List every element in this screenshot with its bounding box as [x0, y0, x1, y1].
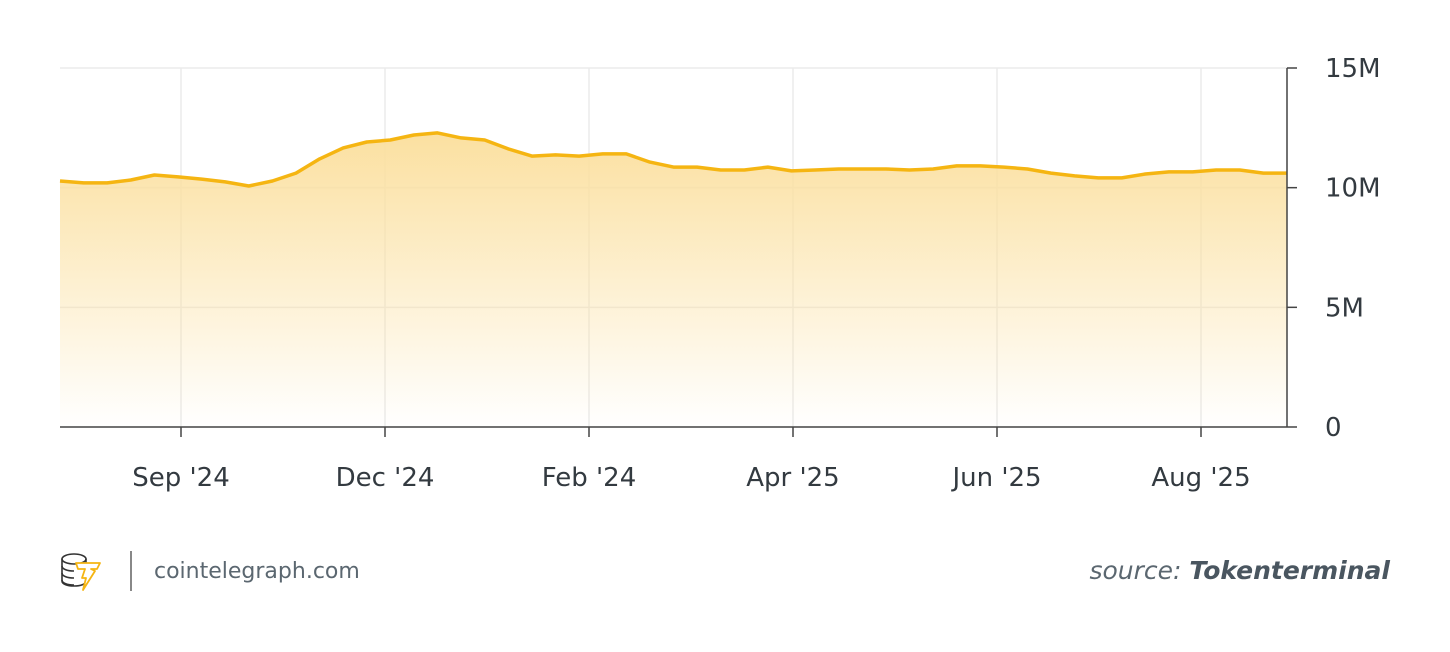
brand-text: cointelegraph.com — [154, 558, 360, 584]
source-name: Tokenterminal — [1189, 556, 1390, 585]
source-prefix: source: — [1089, 556, 1182, 585]
series-area — [60, 132, 1287, 427]
data-points — [59, 132, 1288, 187]
source-credit: source: Tokenterminal — [1089, 556, 1390, 585]
tick-labels: 0 5M 10M 15M Sep '24 Dec '24 Feb '24 Apr '25 Jun… — [132, 54, 1380, 493]
x-tick-label: Dec '24 — [336, 463, 435, 493]
x-tick-label: Apr '25 — [746, 463, 839, 493]
cointelegraph-logo-icon — [61, 553, 101, 591]
x-tick-label: Sep '24 — [132, 463, 230, 493]
axes — [60, 67, 1297, 437]
x-tick-label: Feb '24 — [542, 463, 637, 493]
series-line — [59, 131, 1287, 188]
y-tick-label: 5M — [1325, 293, 1364, 323]
x-tick-label: Aug '25 — [1151, 463, 1250, 493]
brand: cointelegraph.com — [60, 550, 360, 592]
y-tick-label: 0 — [1325, 413, 1342, 443]
brand-divider — [130, 551, 132, 591]
y-tick-label: 10M — [1325, 174, 1381, 204]
chart: 0 5M 10M 15M Sep '24 Dec '24 Feb '24 Apr '25 Jun… — [59, 54, 1381, 493]
x-tick-label: Jun '25 — [950, 463, 1041, 493]
y-tick-label: 15M — [1325, 54, 1381, 84]
